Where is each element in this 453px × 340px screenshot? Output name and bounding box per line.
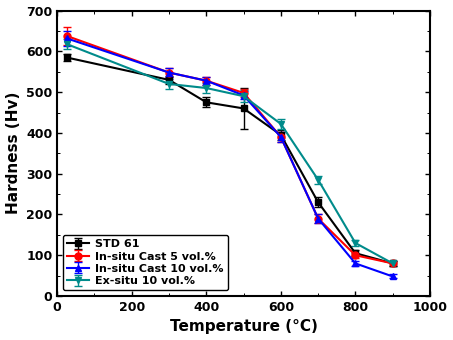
Y-axis label: Hardness (Hv): Hardness (Hv) (5, 92, 20, 215)
Legend: STD 61, In-situ Cast 5 vol.%, In-situ Cast 10 vol.%, Ex-situ 10 vol.%: STD 61, In-situ Cast 5 vol.%, In-situ Ca… (63, 235, 228, 290)
X-axis label: Temperature (°C): Temperature (°C) (169, 320, 318, 335)
